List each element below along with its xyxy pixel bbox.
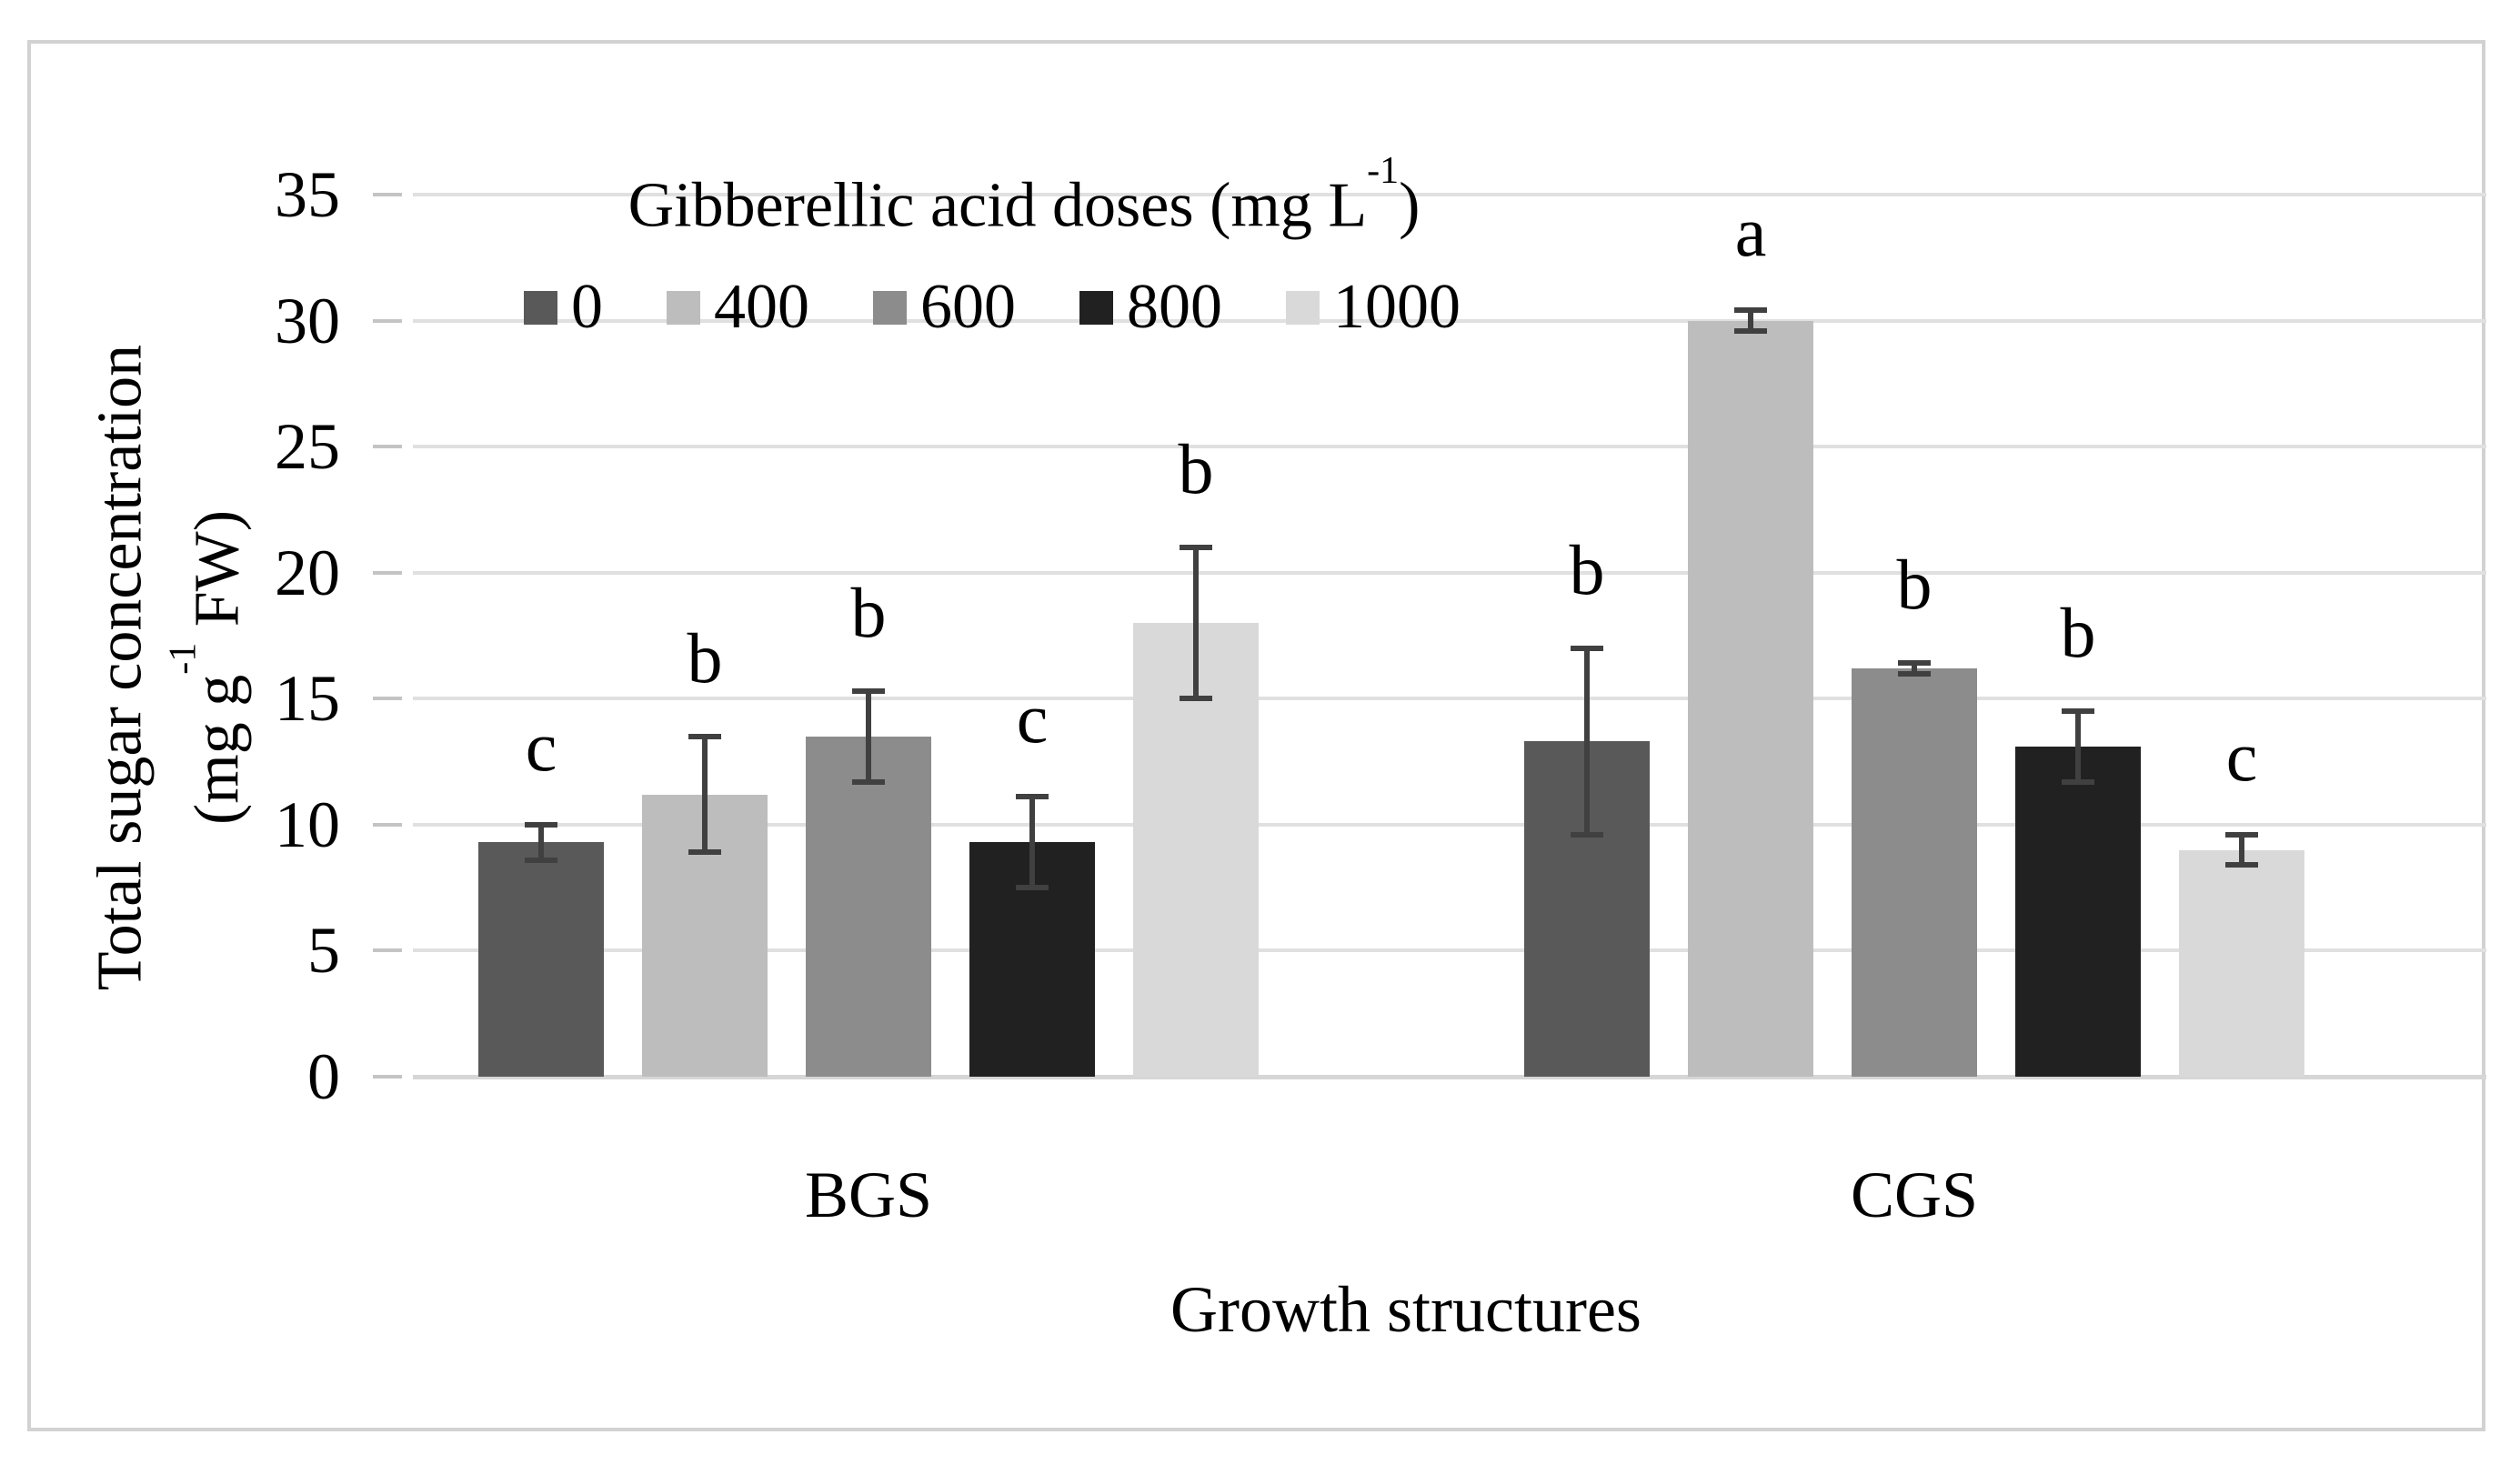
legend-item-1000: 1000	[1286, 271, 1461, 344]
legend-label: 1000	[1333, 272, 1461, 342]
x-axis-line	[413, 1075, 2486, 1079]
y-tick-label-25: 25	[275, 410, 340, 484]
y-axis-tick-30	[373, 318, 402, 323]
y-tick-label-15: 15	[275, 662, 340, 736]
y-axis-tick-0	[373, 1075, 402, 1079]
significance-letter-BGS-dose-400: b	[687, 617, 723, 697]
legend-title-suffix: )	[1399, 170, 1421, 241]
legend-title: Gibberellic acid doses (mg L-1)	[627, 150, 1421, 243]
legend-swatch-icon	[667, 290, 700, 325]
x-axis-title: Growth structures	[1170, 1273, 1642, 1346]
y-tick-label-30: 30	[275, 284, 340, 357]
error-bar-cap-top	[1571, 645, 1603, 651]
error-bar-CGS-dose-400	[1748, 310, 1753, 331]
error-bar-CGS-dose-1000	[2239, 834, 2244, 866]
bar-CGS-dose-400	[1688, 320, 1813, 1077]
error-bar-BGS-dose-1000	[1193, 547, 1199, 699]
y-axis-tick-20	[373, 570, 402, 575]
legend-swatch-icon	[524, 290, 557, 325]
legend-swatch-icon	[1079, 290, 1113, 325]
gridline-y-35	[413, 193, 2486, 196]
error-bar-cap-top	[525, 821, 557, 828]
error-bar-BGS-dose-0	[538, 824, 544, 860]
legend-item-400: 400	[667, 271, 809, 344]
legend-label: 0	[571, 272, 603, 342]
bar-CGS-dose-1000	[2179, 849, 2304, 1077]
y-tick-label-5: 5	[307, 914, 340, 988]
y-axis-tick-5	[373, 948, 402, 953]
x-category-label-CGS: CGS	[1850, 1159, 1979, 1231]
significance-letter-BGS-dose-600: b	[850, 572, 887, 652]
gridline-y-30	[413, 318, 2486, 323]
y-axis-tick-15	[373, 697, 402, 701]
legend: 0 400 600 800 1000	[524, 271, 1461, 344]
error-bar-cap-bottom	[1016, 885, 1049, 891]
error-bar-BGS-dose-600	[866, 690, 871, 782]
gridline-y-15	[413, 697, 2486, 701]
y-axis-title-superscript: -1	[162, 642, 205, 675]
error-bar-cap-bottom	[1180, 696, 1212, 702]
chart-frame: 0 5 10 15 20 25 30 35 c b b c b b a b b c Gibberellic ac…	[27, 40, 2486, 1431]
error-bar-cap-bottom	[852, 778, 885, 785]
error-bar-cap-bottom	[1571, 831, 1603, 838]
bar-BGS-dose-600	[806, 736, 931, 1077]
bar-CGS-dose-600	[1852, 668, 1977, 1077]
y-axis-tick-25	[373, 445, 402, 449]
y-axis-title-line1: Total sugar concentration	[85, 344, 156, 991]
y-tick-label-0: 0	[307, 1040, 340, 1113]
significance-letter-BGS-dose-800: c	[1016, 678, 1049, 758]
legend-item-800: 800	[1079, 271, 1222, 344]
error-bar-cap-top	[1734, 307, 1767, 314]
error-bar-CGS-dose-800	[2075, 711, 2081, 782]
legend-title-text: Gibberellic acid doses (mg L	[627, 170, 1368, 241]
error-bar-cap-top	[2225, 831, 2258, 838]
error-bar-BGS-dose-400	[702, 736, 708, 853]
error-bar-cap-bottom	[1898, 670, 1931, 677]
x-category-label-BGS: BGS	[804, 1159, 933, 1231]
error-bar-cap-bottom	[2062, 778, 2094, 785]
y-axis-tick-35	[373, 193, 402, 196]
error-bar-cap-bottom	[1734, 327, 1767, 334]
significance-letter-CGS-dose-800: b	[2060, 593, 2096, 673]
significance-letter-CGS-dose-400: a	[1734, 192, 1767, 272]
bar-CGS-dose-800	[2015, 746, 2141, 1077]
y-tick-label-10: 10	[275, 788, 340, 861]
significance-letter-CGS-dose-1000: c	[2225, 716, 2258, 796]
error-bar-cap-top	[852, 687, 885, 694]
bar-BGS-dose-0	[478, 842, 604, 1077]
error-bar-BGS-dose-800	[1029, 797, 1035, 888]
legend-swatch-icon	[873, 290, 907, 325]
error-bar-cap-top	[688, 733, 721, 739]
significance-letter-CGS-dose-600: b	[1896, 545, 1933, 625]
error-bar-cap-bottom	[688, 849, 721, 856]
error-bar-cap-top	[1016, 794, 1049, 800]
gridline-y-25	[413, 445, 2486, 449]
gridline-y-5	[413, 948, 2486, 953]
y-tick-label-20: 20	[275, 536, 340, 609]
legend-label: 800	[1127, 272, 1222, 342]
error-bar-cap-top	[2062, 708, 2094, 715]
y-tick-label-35: 35	[275, 158, 340, 231]
error-bar-cap-bottom	[525, 857, 557, 863]
y-axis-title-line2: (mg g-1 FW)	[162, 509, 253, 826]
significance-letter-BGS-dose-0: c	[525, 706, 557, 786]
legend-item-600: 600	[873, 271, 1016, 344]
error-bar-cap-bottom	[2225, 862, 2258, 868]
error-bar-cap-top	[1180, 545, 1212, 550]
significance-letter-BGS-dose-1000: b	[1178, 429, 1214, 508]
legend-title-superscript: -1	[1367, 149, 1400, 192]
legend-label: 600	[920, 272, 1016, 342]
y-axis-tick-10	[373, 822, 402, 827]
error-bar-CGS-dose-600	[1912, 663, 1917, 674]
error-bar-cap-top	[1898, 660, 1931, 667]
significance-letter-CGS-dose-0: b	[1569, 529, 1605, 609]
legend-label: 400	[714, 272, 809, 342]
legend-swatch-icon	[1286, 290, 1320, 325]
gridline-y-20	[413, 570, 2486, 575]
error-bar-CGS-dose-0	[1584, 647, 1590, 835]
legend-item-0: 0	[524, 271, 603, 344]
y-axis-title: Total sugar concentration (mg g-1 FW)	[78, 31, 259, 1304]
gridline-y-10	[413, 822, 2486, 827]
